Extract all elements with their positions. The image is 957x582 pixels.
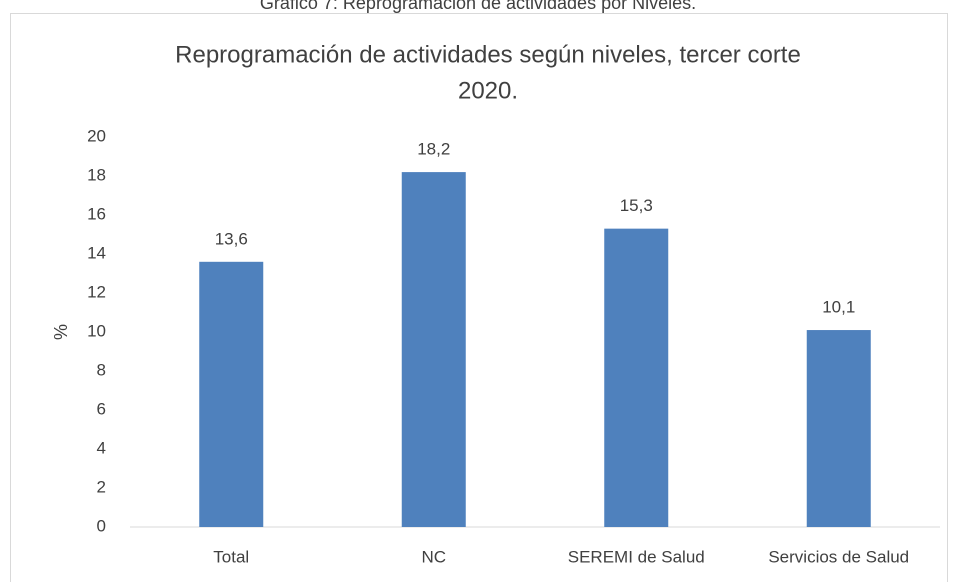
x-tick-label: NC: [421, 547, 446, 566]
bar: [401, 172, 466, 527]
bar: [806, 330, 871, 527]
y-tick-label: 18: [87, 165, 106, 184]
bar: [604, 228, 669, 527]
chart-title: 2020.: [458, 77, 518, 104]
y-axis-label: %: [51, 324, 71, 340]
chart-border: [10, 13, 948, 582]
chart-title: Reprogramación de actividades según nive…: [175, 41, 801, 68]
y-tick-label: 14: [87, 243, 106, 262]
y-tick-label: 0: [97, 516, 106, 535]
bar: [199, 261, 264, 527]
value-label: 15,3: [620, 196, 653, 215]
x-tick-label: SEREMI de Salud: [568, 547, 705, 566]
y-tick-label: 10: [87, 321, 106, 340]
x-tick-label: Servicios de Salud: [768, 547, 909, 566]
y-tick-label: 4: [97, 438, 106, 457]
x-tick-label: Total: [213, 547, 249, 566]
caption: Gráfico 7: Reprogramación de actividades…: [260, 0, 696, 13]
y-tick-label: 16: [87, 204, 106, 223]
y-tick-label: 6: [97, 399, 106, 418]
y-tick-label: 2: [97, 477, 106, 496]
y-tick-label: 12: [87, 282, 106, 301]
value-label: 18,2: [417, 140, 450, 159]
y-tick-label: 8: [97, 360, 106, 379]
value-label: 10,1: [822, 298, 855, 317]
y-tick-label: 20: [87, 126, 106, 145]
value-label: 13,6: [215, 229, 248, 248]
